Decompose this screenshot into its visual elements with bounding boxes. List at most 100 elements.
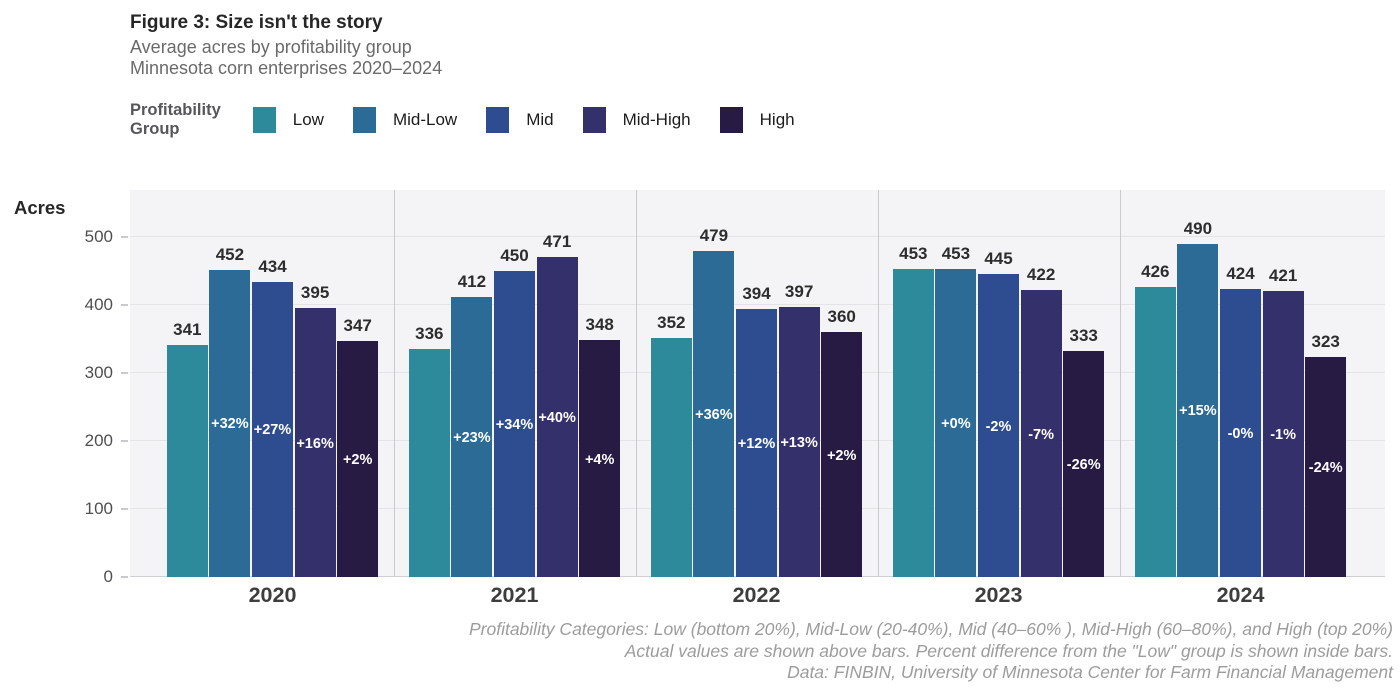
bar-2023-low xyxy=(892,268,934,577)
plot-area: 341 452 +32% 434 +27% 395 +16% 347 +2% 336 412 +23%… xyxy=(130,190,1385,577)
bar-2024-low xyxy=(1134,287,1176,577)
bar-pct-label: -0% xyxy=(1227,425,1254,442)
bar-2024-mid-low xyxy=(1177,243,1219,577)
bar-value-label: 453 xyxy=(899,243,928,263)
bar-value-label: 347 xyxy=(343,316,372,336)
bar-2022-mid-high xyxy=(778,307,820,577)
legend-swatch-low xyxy=(252,107,276,133)
x-year-label-2023: 2023 xyxy=(974,583,1023,607)
bar-pct-label: -24% xyxy=(1308,460,1343,477)
bar-pct-label: +12% xyxy=(737,436,776,453)
bar-value-label: 479 xyxy=(699,226,729,246)
x-axis: 2020 2021 2022 2023 2024 xyxy=(130,583,1385,613)
bar-2021-low xyxy=(408,348,450,577)
figure-subtitle: Average acres by profitability group xyxy=(130,37,412,57)
bar-value-label: 352 xyxy=(657,312,686,332)
facet-separator xyxy=(393,190,395,577)
y-tick-mark-400 xyxy=(121,304,128,306)
bar-value-label: 424 xyxy=(1226,263,1255,283)
legend-item-high: High xyxy=(719,107,795,133)
bar-value-label: 394 xyxy=(742,284,771,304)
bar-pct-label: +16% xyxy=(296,435,334,452)
bar-value-label: 422 xyxy=(1026,265,1056,285)
x-year-label-2021: 2021 xyxy=(490,583,539,607)
legend-item-label: Mid-Low xyxy=(392,110,458,129)
bar-2021-mid-low xyxy=(451,296,493,577)
x-year-label-2024: 2024 xyxy=(1216,583,1265,607)
facet-separator xyxy=(1119,190,1121,577)
bar-2022-mid xyxy=(736,309,777,577)
bar-2022-high xyxy=(821,332,863,577)
bar-pct-label: +36% xyxy=(695,407,733,424)
legend-title-line1: Profitability xyxy=(130,101,221,119)
bar-pct-label: +27% xyxy=(253,422,292,439)
bar-pct-label: -1% xyxy=(1270,426,1296,443)
bar-value-label: 453 xyxy=(941,243,971,263)
legend-item-low: Low xyxy=(252,107,324,133)
bar-2020-mid xyxy=(252,281,293,577)
y-tick-mark-500 xyxy=(121,236,128,238)
bar-value-label: 397 xyxy=(784,282,814,302)
bar-2021-mid-high xyxy=(536,256,578,577)
bar-value-label: 490 xyxy=(1183,218,1213,238)
bar-pct-label: +34% xyxy=(495,417,534,433)
bar-pct-label: -26% xyxy=(1066,456,1101,473)
facet-separator xyxy=(635,190,637,577)
bar-pct-label: +4% xyxy=(584,451,615,468)
bar-pct-label: +2% xyxy=(826,447,857,464)
bar-2021-high xyxy=(579,340,621,577)
legend-item-mid-high: Mid-High xyxy=(582,107,691,133)
bar-2024-mid-high xyxy=(1262,290,1304,577)
gridline-400 xyxy=(130,303,1385,305)
bar-pct-label: +2% xyxy=(342,452,373,469)
y-axis-title: Acres xyxy=(14,197,66,218)
bar-value-label: 426 xyxy=(1141,262,1170,282)
y-axis: 0 100 200 300 400 500 xyxy=(0,190,130,586)
legend-item-label: High xyxy=(759,110,795,129)
legend-swatch-mid-high xyxy=(582,107,606,133)
bar-2022-low xyxy=(650,337,692,577)
bar-2023-mid-low xyxy=(935,268,977,577)
bar-pct-label: +0% xyxy=(941,415,971,432)
legend-item-label: Mid xyxy=(526,110,554,129)
bar-pct-label: -7% xyxy=(1028,426,1054,443)
legend-item-mid-low: Mid-Low xyxy=(352,107,458,133)
bar-pct-label: +40% xyxy=(538,409,576,426)
facet-separator xyxy=(877,190,879,577)
figure-title: Figure 3: Size isn't the story xyxy=(130,12,383,33)
bar-value-label: 323 xyxy=(1311,332,1340,352)
footnotes: Profitability Categories: Low (bottom 20… xyxy=(469,619,1393,684)
bar-2020-low xyxy=(166,345,208,577)
y-tick-label-200: 200 xyxy=(84,431,113,450)
y-tick-mark-200 xyxy=(121,440,128,442)
bar-value-label: 360 xyxy=(827,307,856,327)
footnote-values: Actual values are shown above bars. Perc… xyxy=(624,640,1393,661)
footnote-categories: Profitability Categories: Low (bottom 20… xyxy=(468,619,1393,639)
y-tick-mark-300 xyxy=(121,372,128,374)
y-tick-label-100: 100 xyxy=(84,499,113,518)
bar-pct-label: -2% xyxy=(985,418,1012,435)
bar-value-label: 421 xyxy=(1268,265,1298,285)
y-tick-label-0: 0 xyxy=(103,567,113,586)
legend-title-line2: Group xyxy=(130,120,180,138)
bar-value-label: 336 xyxy=(415,323,444,343)
legend-title: Profitability Group xyxy=(130,101,221,139)
bar-2020-mid-low xyxy=(209,269,251,577)
bar-2024-mid xyxy=(1220,288,1261,577)
y-tick-mark-100 xyxy=(121,508,128,510)
footnote-source: Data: FINBIN, University of Minnesota Ce… xyxy=(787,662,1393,682)
bar-value-label: 445 xyxy=(984,249,1013,269)
figure-subtitle-2: Minnesota corn enterprises 2020–2024 xyxy=(130,58,443,78)
legend-swatch-mid xyxy=(486,107,510,133)
legend-item-mid: Mid xyxy=(486,107,554,133)
bar-2022-mid-low xyxy=(693,251,735,577)
y-tick-mark-0 xyxy=(121,576,128,578)
gridline-500 xyxy=(130,235,1385,237)
bar-value-label: 348 xyxy=(585,315,614,335)
legend-item-label: Low xyxy=(292,110,324,129)
bar-2021-mid xyxy=(494,271,535,577)
bar-2023-mid xyxy=(978,274,1019,577)
bar-2024-high xyxy=(1305,357,1347,577)
bar-value-label: 412 xyxy=(457,271,487,291)
